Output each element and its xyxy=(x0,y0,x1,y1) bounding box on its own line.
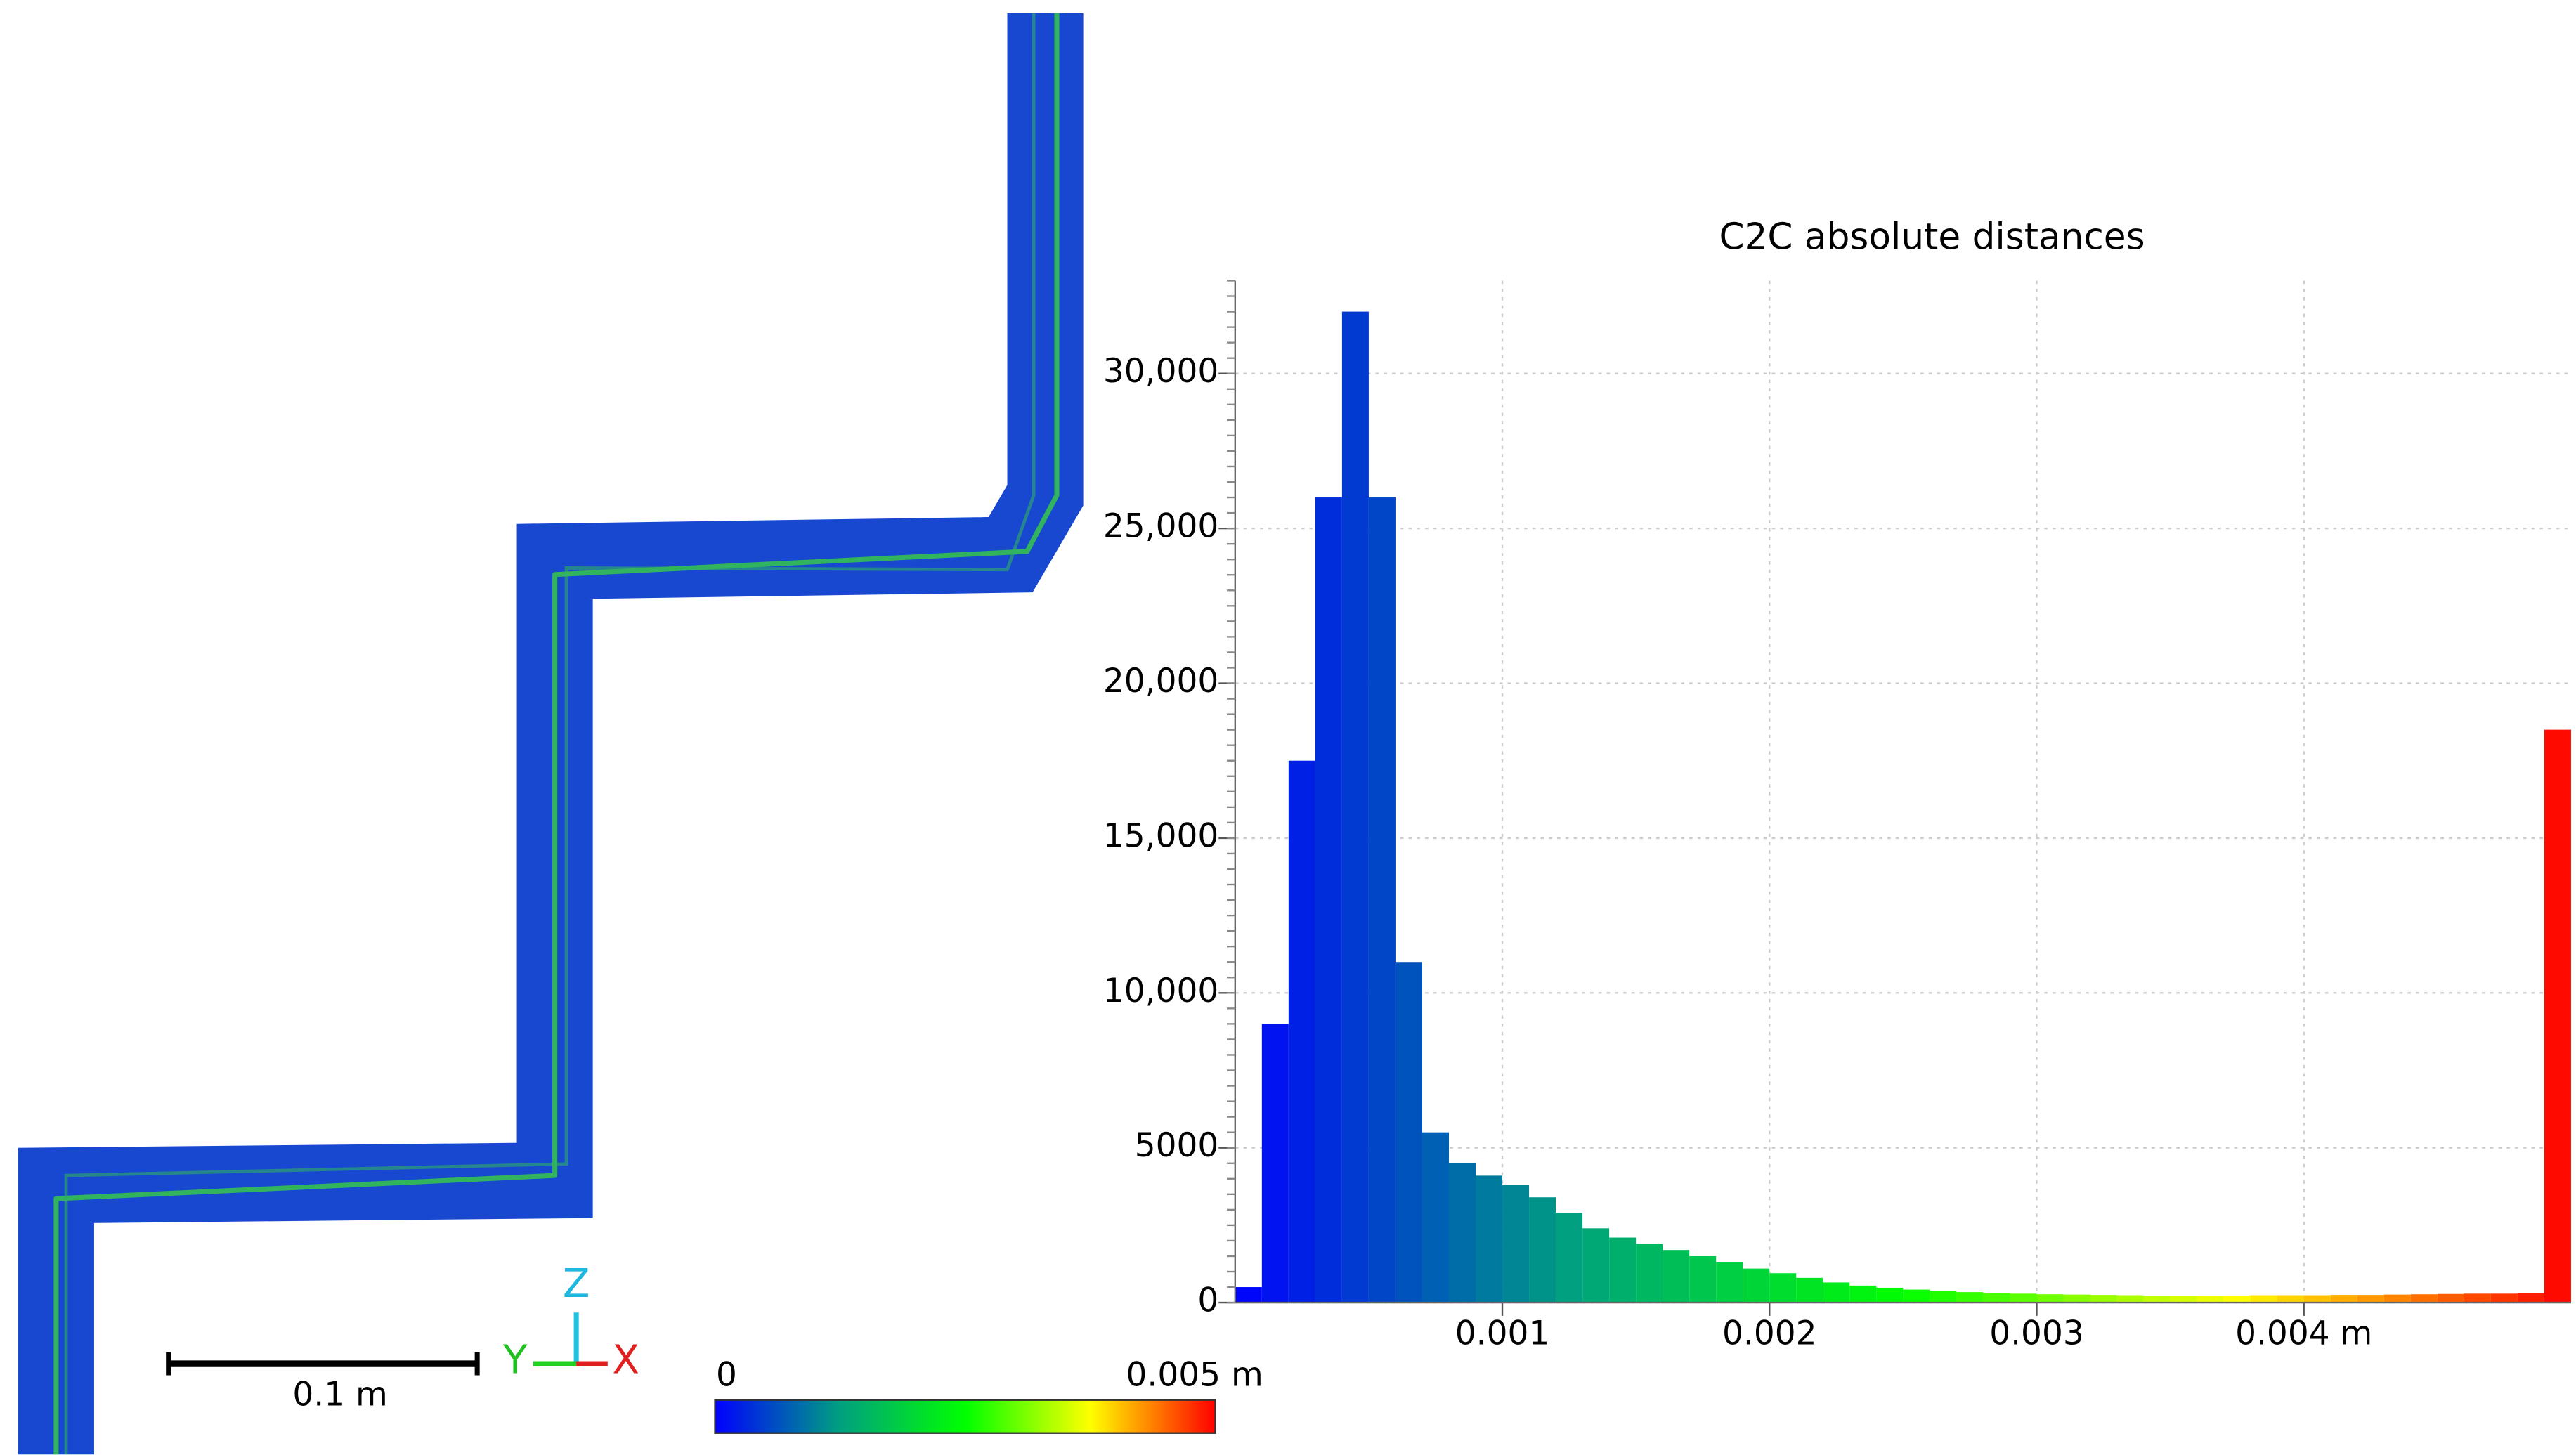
bar xyxy=(2330,1295,2357,1303)
bar xyxy=(2010,1293,2037,1303)
bar xyxy=(2357,1295,2384,1303)
bar xyxy=(2036,1294,2064,1303)
chart-title: C2C absolute distances xyxy=(1719,216,2145,259)
bar xyxy=(2410,1294,2438,1303)
x-tick-label: 0.003 xyxy=(1989,1314,2084,1353)
bar xyxy=(2170,1295,2197,1303)
color-scale-min: 0 xyxy=(716,1355,737,1394)
bar xyxy=(1235,1287,1262,1303)
bar xyxy=(2063,1294,2090,1303)
bar xyxy=(2464,1293,2491,1303)
bar xyxy=(1636,1244,1663,1303)
bar xyxy=(1769,1273,1797,1303)
scale-bar-label: 0.1 m xyxy=(292,1376,387,1414)
bar xyxy=(2383,1294,2411,1303)
bar xyxy=(1395,962,1422,1303)
axis-y-label: Y xyxy=(502,1337,528,1383)
axis-x-label: X xyxy=(612,1337,639,1383)
bar xyxy=(2250,1295,2277,1303)
bar xyxy=(1261,1024,1289,1303)
y-tick-label: 10,000 xyxy=(1103,972,1218,1010)
color-scale-max: 0.005 m xyxy=(1126,1355,1263,1394)
bar xyxy=(1716,1262,1743,1303)
bar xyxy=(2090,1295,2117,1303)
bar xyxy=(1448,1163,1476,1303)
y-tick-label: 25,000 xyxy=(1103,507,1218,546)
y-tick-label: 20,000 xyxy=(1103,662,1218,700)
bar xyxy=(2116,1295,2144,1303)
bar xyxy=(1315,497,1342,1303)
bar xyxy=(1422,1132,1449,1303)
color-scale-bar xyxy=(714,1399,1216,1434)
x-tick-label: 0.004 m xyxy=(2235,1314,2372,1353)
bar xyxy=(1476,1175,1503,1303)
histogram: 0 5000 10,000 15,000 20,000 25,000 30,000 0.001… xyxy=(1103,280,2571,1353)
bar xyxy=(2437,1293,2464,1303)
bar xyxy=(1341,311,1369,1303)
bar xyxy=(1368,497,1396,1303)
bar xyxy=(2223,1295,2251,1303)
y-tick-label: 5000 xyxy=(1135,1126,1219,1165)
bar xyxy=(1930,1291,1957,1303)
bar xyxy=(1502,1185,1530,1303)
x-tick-label: 0.002 xyxy=(1722,1314,1817,1353)
bar xyxy=(1556,1213,1583,1303)
y-tick-label: 15,000 xyxy=(1103,816,1218,855)
bar xyxy=(1663,1250,1690,1303)
axis-z-label: Z xyxy=(563,1261,590,1307)
bar xyxy=(1582,1228,1610,1303)
bar xyxy=(2303,1295,2331,1303)
bar xyxy=(1288,760,1315,1303)
bar xyxy=(1609,1237,1637,1303)
point-cloud xyxy=(18,13,1084,1455)
bar xyxy=(2517,1293,2544,1303)
axis-triad xyxy=(533,1312,608,1366)
bar xyxy=(2490,1293,2518,1303)
scale-bar xyxy=(166,1352,480,1376)
bar xyxy=(2544,729,2571,1303)
bar xyxy=(1529,1197,1556,1303)
bar xyxy=(1903,1289,1930,1303)
bar xyxy=(1849,1285,1877,1303)
bar xyxy=(1876,1287,1904,1303)
y-tick-label: 30,000 xyxy=(1103,352,1218,391)
bar xyxy=(2197,1295,2224,1303)
bar xyxy=(1689,1255,1717,1303)
bar xyxy=(2277,1295,2304,1303)
bar xyxy=(1823,1282,1850,1303)
bar xyxy=(1956,1292,1984,1303)
y-tick-label: 0 xyxy=(1197,1281,1218,1320)
bar xyxy=(2143,1295,2171,1303)
bar xyxy=(1983,1293,2010,1303)
bar xyxy=(1796,1277,1823,1303)
x-tick-label: 0.001 xyxy=(1455,1314,1550,1353)
bar xyxy=(1743,1268,1770,1303)
